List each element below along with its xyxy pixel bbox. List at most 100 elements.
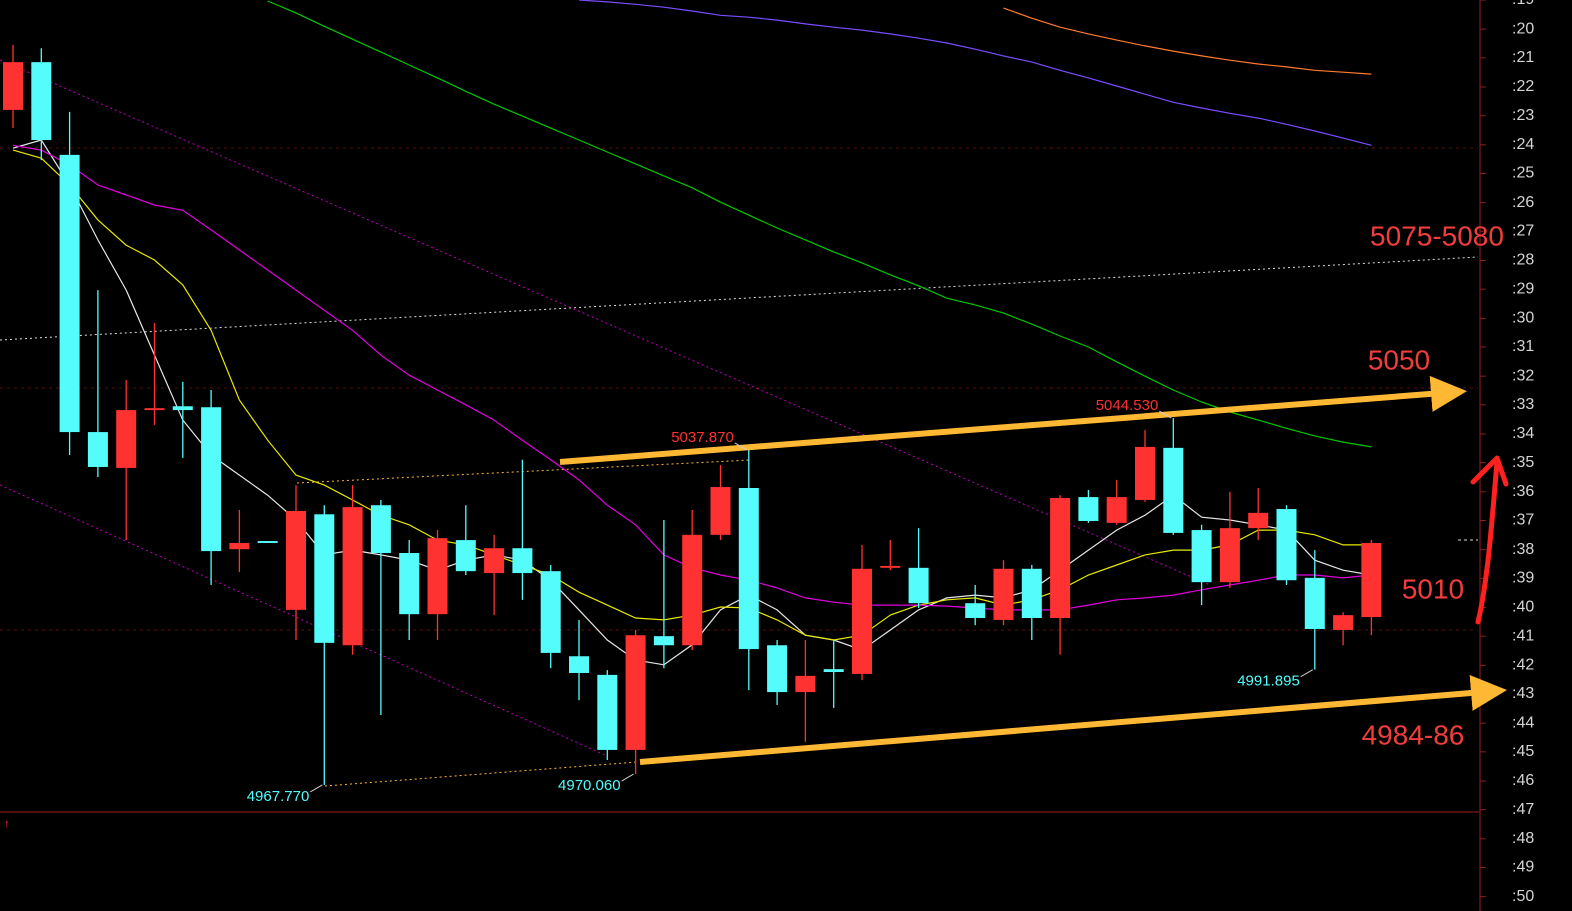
- y-tick-label: :46: [1512, 772, 1534, 789]
- y-tick-label: :50: [1512, 888, 1534, 905]
- y-tick-label: :27: [1512, 223, 1534, 240]
- trend-line: [0, 484, 606, 756]
- y-tick-label: :40: [1512, 599, 1534, 616]
- candle-body: [427, 538, 448, 615]
- y-tick-label: :45: [1512, 743, 1534, 760]
- candle-body: [1106, 497, 1127, 523]
- y-tick-label: :24: [1512, 136, 1534, 153]
- extreme-label: 4991.895: [1237, 673, 1300, 690]
- candle-body: [342, 507, 363, 646]
- candle-body: [1135, 446, 1155, 500]
- candle-body: [1163, 447, 1184, 533]
- y-tick-label: :22: [1512, 78, 1534, 95]
- leader-line: [1159, 410, 1172, 419]
- candle-body: [1078, 497, 1099, 521]
- channel-arrow: [639, 675, 1507, 765]
- candle-body: [993, 568, 1014, 620]
- y-tick-label: :19: [1512, 0, 1534, 8]
- extreme-label: 5037.870: [671, 429, 734, 446]
- candle-body: [144, 408, 165, 411]
- candle-body: [1191, 530, 1212, 583]
- y-tick-label: :34: [1512, 425, 1534, 442]
- candle-body: [682, 534, 703, 646]
- ma-line: [1003, 7, 1372, 75]
- y-tick-label: :29: [1512, 280, 1534, 297]
- leader-line: [1300, 669, 1314, 678]
- candle-body: [1219, 528, 1240, 583]
- annotation: 4984-86: [1362, 719, 1465, 750]
- y-tick-label: :38: [1512, 541, 1534, 558]
- extreme-label: 4970.060: [558, 777, 621, 794]
- candle-body: [399, 553, 420, 615]
- candle-body: [201, 407, 222, 552]
- layout: ↑: [0, 0, 1481, 911]
- extreme-label: 5044.530: [1096, 397, 1159, 414]
- y-tick-label: :28: [1512, 252, 1534, 269]
- candle-body: [455, 540, 476, 572]
- ma-line: [578, 0, 1372, 146]
- y-tick-label: :35: [1512, 454, 1534, 471]
- candle-body: [597, 674, 618, 750]
- leader-line: [734, 442, 748, 451]
- y-tick-label: :44: [1512, 714, 1534, 731]
- candle-body: [59, 154, 80, 433]
- annotation: 5010: [1402, 573, 1464, 604]
- candle-body: [172, 406, 193, 411]
- y-tick-label: :43: [1512, 685, 1534, 702]
- candle-body: [710, 487, 731, 535]
- overlay: 5037.870 5044.530 4967.770 4970.060 4991.895…: [247, 220, 1509, 805]
- y-tick-label: :41: [1512, 627, 1534, 644]
- candle-body: [229, 542, 250, 550]
- y-tick-label: :31: [1512, 338, 1534, 355]
- candle-body: [512, 548, 533, 574]
- candle-body: [795, 675, 816, 693]
- y-tick-label: :33: [1512, 396, 1534, 413]
- y-tick-label: :49: [1512, 859, 1534, 876]
- y-tick-label: :42: [1512, 657, 1534, 674]
- candle-body: [116, 410, 137, 468]
- candle-body: [852, 568, 872, 674]
- y-tick-label: :21: [1512, 49, 1534, 66]
- candle-body: [1361, 542, 1382, 618]
- candle-body: [569, 656, 589, 673]
- pane-icon: ↑: [4, 818, 10, 830]
- candle-body: [257, 541, 278, 543]
- y-tick-label: :25: [1512, 165, 1534, 182]
- y-tick-label: :20: [1512, 20, 1534, 37]
- y-tick-label: :36: [1512, 483, 1534, 500]
- candle-body: [653, 636, 674, 646]
- y-tick-label: :23: [1512, 107, 1534, 124]
- candle-body: [625, 635, 646, 750]
- candle-body: [484, 548, 505, 574]
- candle-body: [738, 488, 759, 650]
- leader-line: [310, 784, 323, 793]
- candle-body: [1021, 568, 1042, 619]
- y-tick-label: :26: [1512, 194, 1534, 211]
- channel-arrow: [559, 375, 1467, 465]
- candle-body: [823, 669, 844, 673]
- candle-body: [540, 571, 561, 653]
- y-tick-label: :48: [1512, 830, 1534, 847]
- channel-line: [324, 761, 638, 787]
- y-tick-label: :39: [1512, 570, 1534, 587]
- channel-line: [296, 459, 751, 484]
- y-tick-label: :37: [1512, 512, 1534, 529]
- candle-body: [314, 514, 335, 643]
- hand-arrow: [1470, 455, 1509, 625]
- candle-body: [965, 603, 986, 619]
- leader-line: [621, 773, 634, 782]
- candle-body: [880, 565, 901, 568]
- candle-body: [286, 510, 306, 610]
- extreme-label: 4967.770: [247, 788, 310, 805]
- candle-body: [3, 62, 23, 110]
- candle-body: [31, 62, 52, 141]
- candle-body: [370, 505, 391, 554]
- candle-body: [1333, 615, 1354, 630]
- y-tick-label: :30: [1512, 310, 1534, 327]
- candle-body: [908, 567, 929, 604]
- candle-body: [1304, 577, 1325, 630]
- annotation: 5075-5080: [1370, 220, 1504, 251]
- y-tick-label: :32: [1512, 367, 1534, 384]
